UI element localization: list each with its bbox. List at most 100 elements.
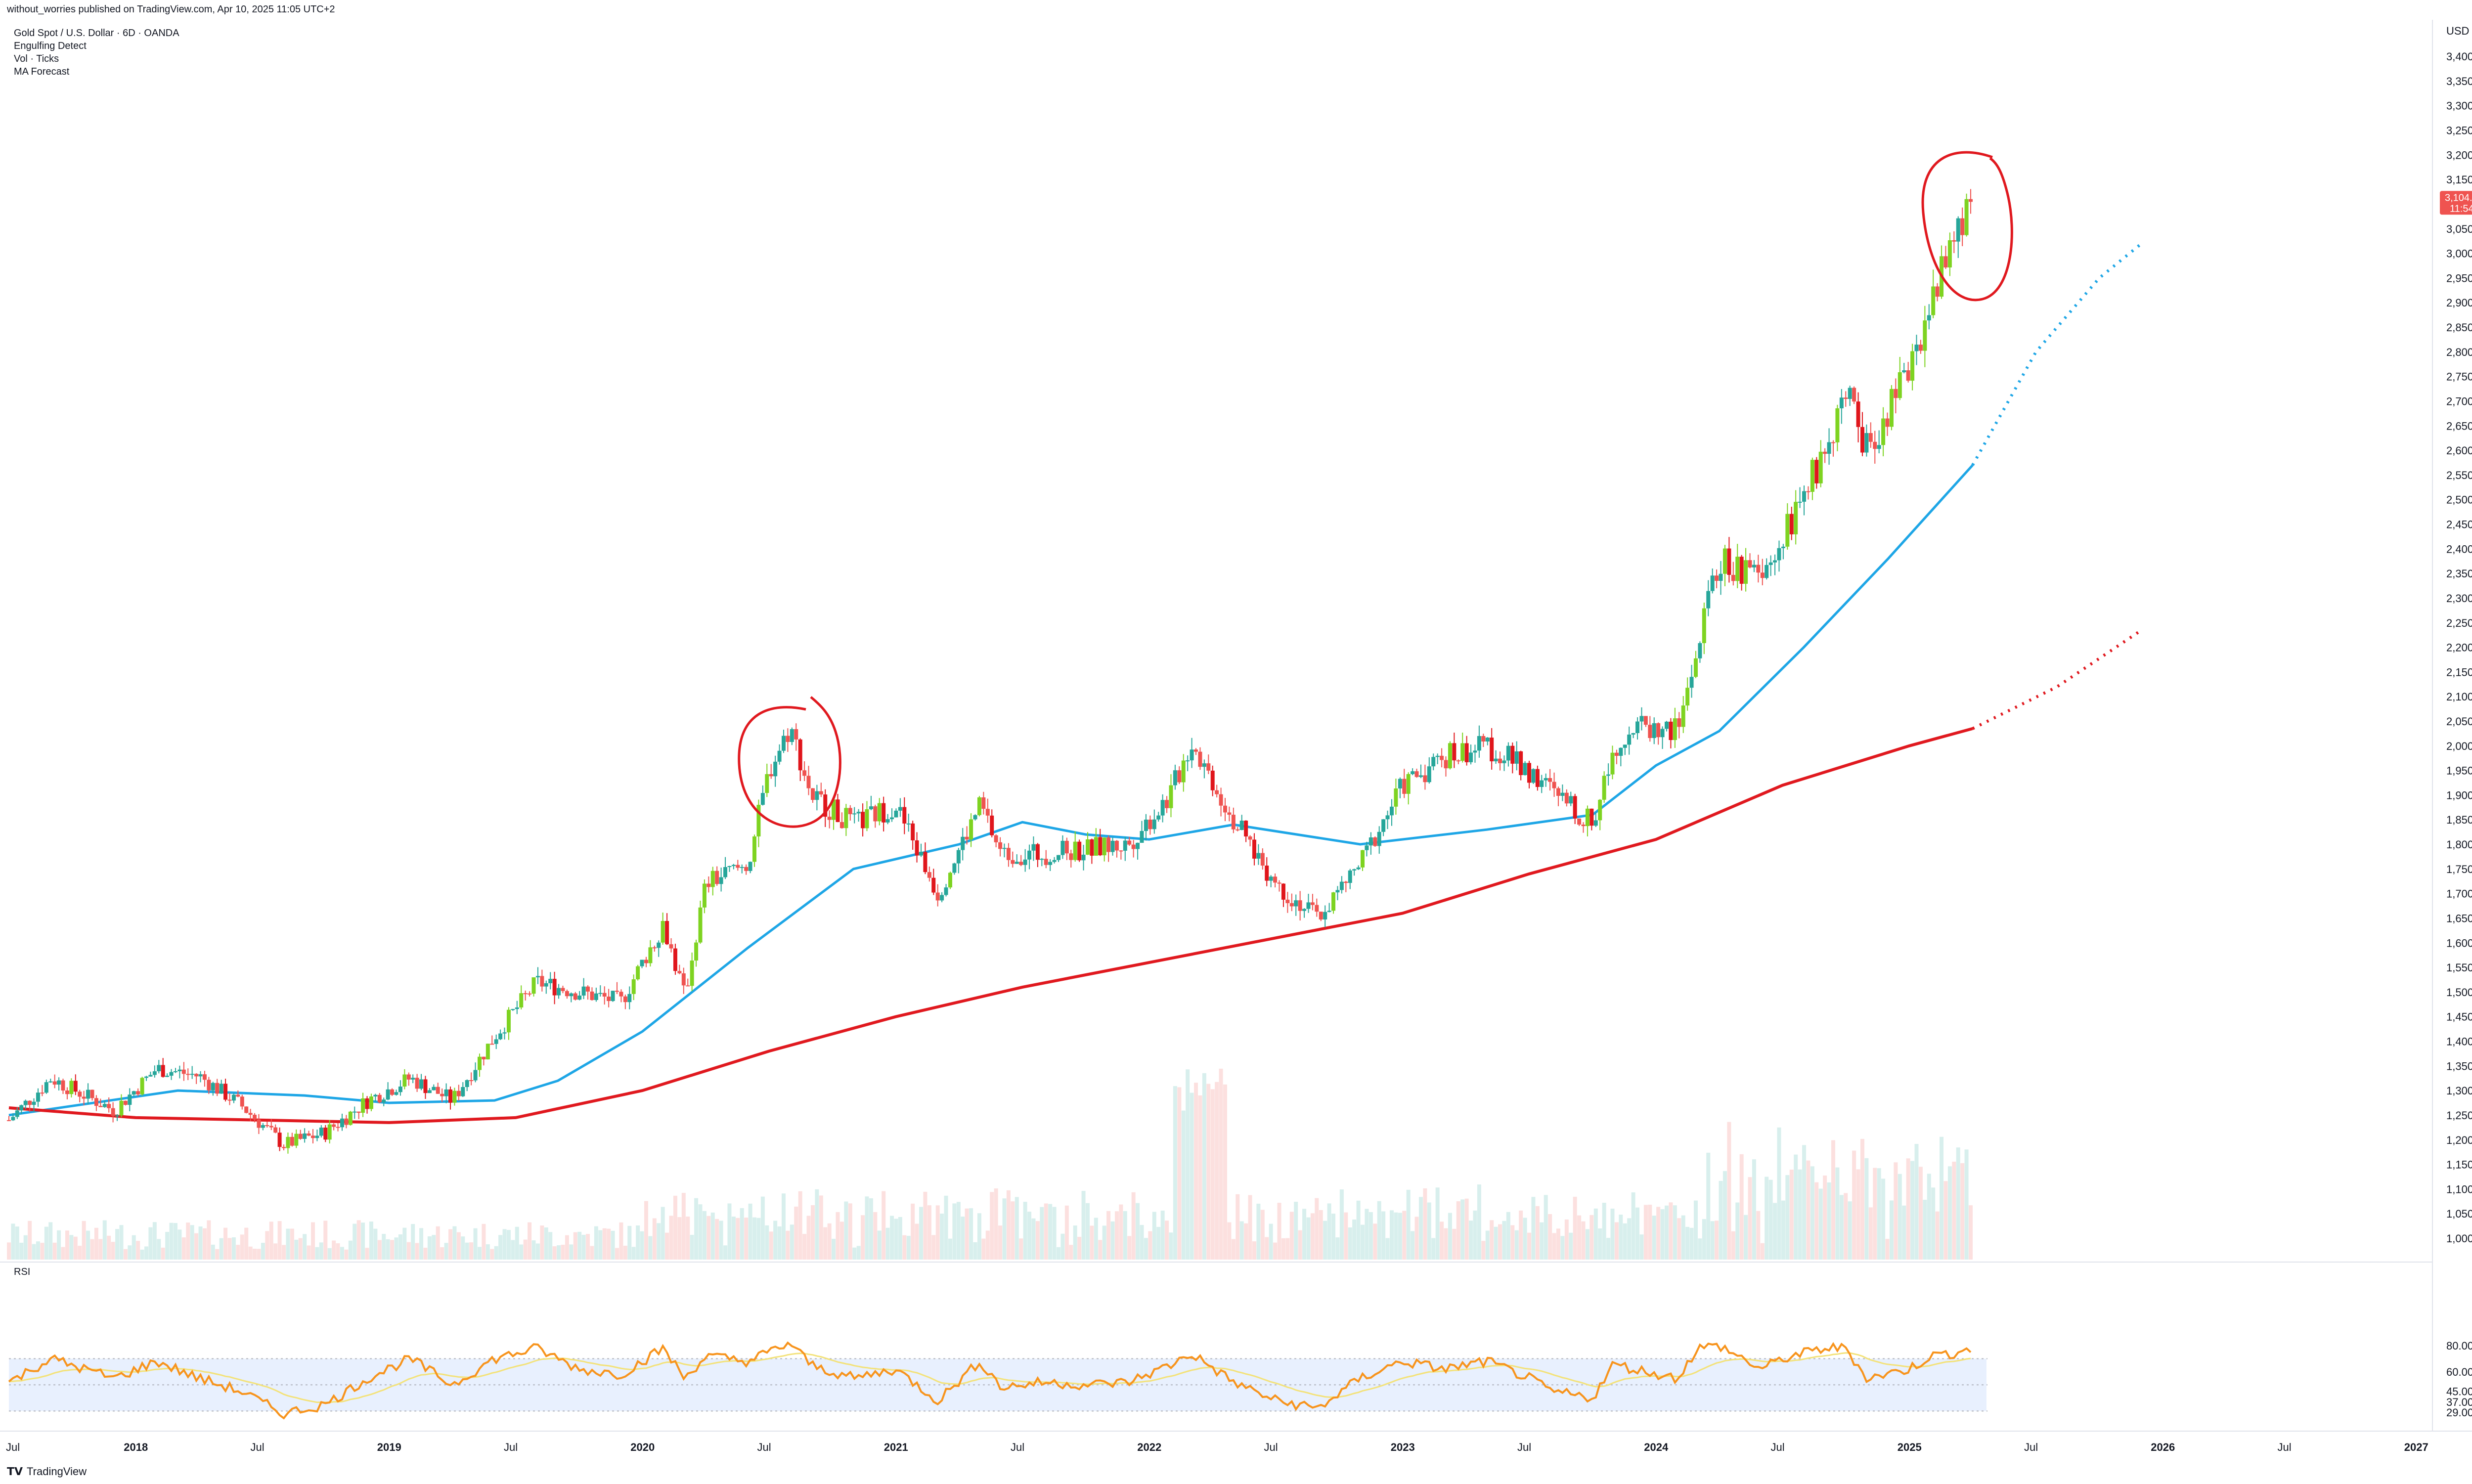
candle-body[interactable] — [253, 1115, 257, 1120]
candle-body[interactable] — [119, 1100, 124, 1116]
candle-body[interactable] — [1818, 451, 1823, 483]
candle-body[interactable] — [348, 1111, 353, 1125]
candle-body[interactable] — [702, 883, 706, 908]
candle-body[interactable] — [490, 1044, 494, 1045]
candle-body[interactable] — [1935, 286, 1940, 297]
candle-body[interactable] — [844, 808, 848, 829]
candle-body[interactable] — [752, 836, 757, 862]
candle-body[interactable] — [1473, 750, 1477, 753]
candle-body[interactable] — [681, 973, 686, 986]
candle-body[interactable] — [1310, 902, 1315, 905]
candle-body[interactable] — [1635, 721, 1640, 734]
candle-body[interactable] — [994, 835, 998, 842]
candle-body[interactable] — [1560, 792, 1565, 796]
candle-body[interactable] — [1715, 575, 1719, 581]
candle-body[interactable] — [69, 1081, 74, 1094]
candle-body[interactable] — [873, 806, 878, 822]
candle-body[interactable] — [98, 1106, 103, 1107]
candle-body[interactable] — [1739, 557, 1744, 584]
candle-body[interactable] — [152, 1071, 157, 1075]
candle-body[interactable] — [790, 729, 794, 742]
candle-body[interactable] — [1898, 372, 1902, 398]
candle-body[interactable] — [377, 1094, 382, 1103]
candle-body[interactable] — [1514, 751, 1519, 764]
candle-body[interactable] — [1827, 442, 1831, 454]
candle-body[interactable] — [436, 1087, 440, 1094]
candle-body[interactable] — [1356, 867, 1361, 870]
candle-body[interactable] — [1427, 766, 1431, 783]
candle-body[interactable] — [444, 1089, 448, 1096]
candle-body[interactable] — [102, 1104, 107, 1107]
candle-body[interactable] — [1127, 840, 1132, 845]
candle-body[interactable] — [544, 983, 548, 987]
candle-body[interactable] — [644, 960, 648, 963]
candle-body[interactable] — [269, 1126, 273, 1128]
candle-body[interactable] — [640, 960, 644, 966]
candle-body[interactable] — [1823, 451, 1827, 454]
candle-body[interactable] — [706, 883, 711, 887]
candle-body[interactable] — [961, 836, 965, 850]
candle-body[interactable] — [1256, 853, 1261, 859]
candle-body[interactable] — [1756, 565, 1761, 573]
candle-body[interactable] — [1589, 808, 1594, 826]
candle-body[interactable] — [1319, 912, 1323, 920]
candle-body[interactable] — [1352, 869, 1357, 871]
candle-body[interactable] — [781, 736, 786, 751]
candle-body[interactable] — [1402, 779, 1407, 794]
candle-body[interactable] — [594, 993, 598, 1000]
candle-body[interactable] — [935, 892, 940, 901]
candle-body[interactable] — [1947, 240, 1952, 268]
candle-body[interactable] — [286, 1136, 290, 1148]
rsi-pane-label[interactable]: RSI — [14, 1266, 31, 1277]
candle-body[interactable] — [1344, 881, 1348, 883]
candle-body[interactable] — [648, 947, 653, 963]
candle-body[interactable] — [1731, 574, 1735, 581]
candle-body[interactable] — [1581, 825, 1586, 827]
candle-body[interactable] — [1190, 749, 1194, 761]
candle-body[interactable] — [765, 774, 769, 793]
candle-body[interactable] — [1902, 370, 1906, 372]
candle-body[interactable] — [615, 991, 619, 992]
candle-body[interactable] — [1418, 775, 1423, 777]
candle-body[interactable] — [985, 809, 990, 816]
candle-body[interactable] — [415, 1078, 419, 1089]
candle-body[interactable] — [1210, 770, 1215, 790]
current-price-badge[interactable] — [2440, 191, 2472, 215]
candle-body[interactable] — [1073, 841, 1077, 860]
candle-body[interactable] — [427, 1090, 432, 1093]
candle-body[interactable] — [731, 865, 736, 866]
candle-body[interactable] — [1144, 820, 1148, 831]
candle-body[interactable] — [502, 1032, 507, 1034]
candle-body[interactable] — [1273, 876, 1278, 883]
candle-body[interactable] — [1169, 785, 1173, 808]
candle-body[interactable] — [1627, 734, 1632, 745]
legend-symbol[interactable]: Gold Spot / U.S. Dollar · 6D · OANDA — [14, 28, 179, 39]
candle-body[interactable] — [1090, 839, 1094, 856]
candle-body[interactable] — [1752, 565, 1756, 567]
candle-body[interactable] — [894, 810, 898, 818]
candle-body[interactable] — [802, 770, 807, 776]
candle-body[interactable] — [611, 991, 615, 1001]
candle-body[interactable] — [1506, 745, 1510, 761]
candle-body[interactable] — [1914, 345, 1919, 351]
candle-body[interactable] — [40, 1092, 44, 1094]
candle-body[interactable] — [1302, 909, 1307, 911]
candle-body[interactable] — [694, 942, 699, 961]
candle-body[interactable] — [1260, 853, 1265, 866]
candle-body[interactable] — [1098, 837, 1103, 856]
candle-body[interactable] — [1148, 820, 1152, 829]
candle-body[interactable] — [73, 1081, 78, 1092]
candle-body[interactable] — [107, 1104, 111, 1108]
candle-body[interactable] — [1502, 760, 1506, 763]
candle-body[interactable] — [1519, 751, 1523, 775]
candle-body[interactable] — [1373, 837, 1377, 846]
candle-body[interactable] — [511, 1009, 515, 1010]
candle-body[interactable] — [565, 991, 569, 997]
candle-body[interactable] — [1781, 546, 1785, 548]
candle-body[interactable] — [1814, 460, 1819, 483]
candle-body[interactable] — [1198, 751, 1202, 767]
candle-body[interactable] — [1331, 892, 1336, 911]
candle-body[interactable] — [1219, 794, 1223, 806]
legend-indicator-volume[interactable]: Vol · Ticks — [14, 53, 59, 64]
candle-body[interactable] — [336, 1127, 340, 1128]
